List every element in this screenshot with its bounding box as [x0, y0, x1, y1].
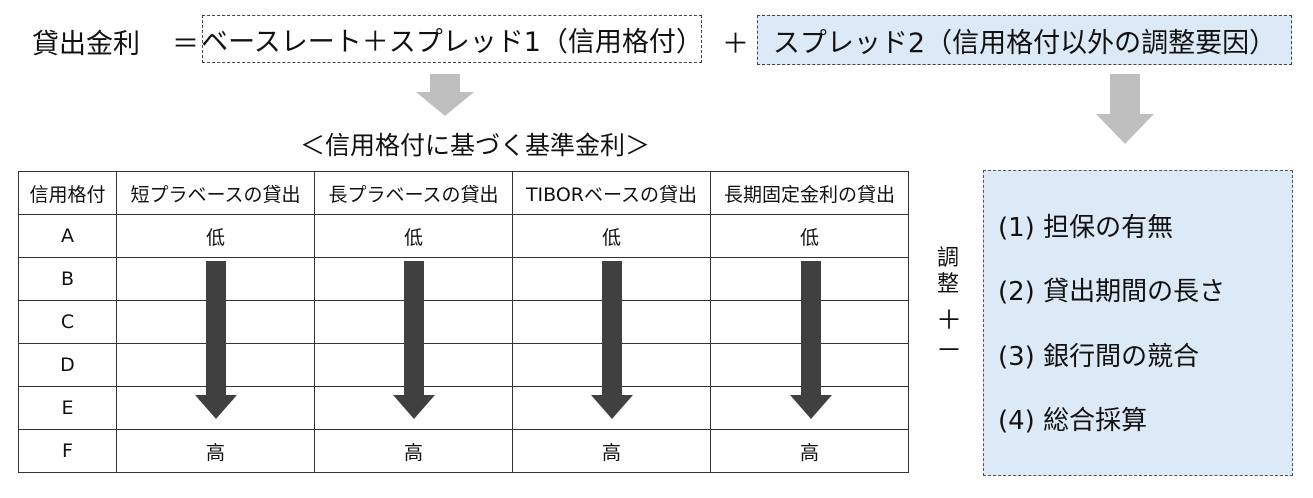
low-label: 低 [116, 214, 315, 258]
dark-down-arrow-short-prime [195, 261, 237, 419]
factor-overall-profitability: (4) 総合採算 [998, 406, 1148, 436]
base-rate-table: 信用格付 短プラベースの貸出 長プラベースの貸出 TIBORベースの貸出 長期固… [18, 171, 909, 473]
table-row: D [18, 343, 909, 387]
adjust-sign: ＋ － [936, 306, 963, 366]
adjustment-factors-box: (1) 担保の有無 (2) 貸出期間の長さ (3) 銀行間の競合 (4) 総合採… [983, 170, 1293, 476]
low-label: 低 [512, 214, 711, 258]
factor-loan-term: (2) 貸出期間の長さ [998, 277, 1226, 307]
table-row: A 低 低 低 低 [18, 214, 909, 258]
adjust-label: 調 整 [935, 246, 961, 298]
high-label: 高 [314, 429, 513, 473]
dark-down-arrow-tibor [591, 261, 633, 419]
header-tibor: TIBORベースの貸出 [512, 171, 711, 215]
formula-term-spread2-label: スプレッド2（信用格付以外の調整要因） [772, 27, 1277, 59]
formula-plus: ＋ [722, 29, 749, 60]
adjust-label-char-2: 整 [936, 272, 959, 297]
gray-down-arrow-right [1096, 74, 1154, 144]
formula-equals: ＝ [172, 29, 199, 60]
dark-down-arrow-long-fixed [790, 261, 832, 419]
adjust-label-char-1: 調 [936, 246, 959, 271]
table-row: C [18, 300, 909, 344]
table-row: B [18, 257, 909, 301]
dark-down-arrow-long-prime [393, 261, 435, 419]
formula-term-base-spread1-label: ベースレート＋スプレッド1（信用格付） [201, 26, 703, 58]
header-long-fixed: 長期固定金利の貸出 [710, 171, 909, 215]
header-long-prime: 長プラベースの貸出 [314, 171, 513, 215]
grade-cell: C [18, 300, 117, 344]
table-header-row: 信用格付 短プラベースの貸出 長プラベースの貸出 TIBORベースの貸出 長期固… [18, 171, 909, 215]
table-title: ＜信用格付に基づく基準金利＞ [300, 131, 651, 160]
header-short-prime: 短プラベースの貸出 [116, 171, 315, 215]
header-grade: 信用格付 [18, 171, 117, 215]
grade-cell: D [18, 343, 117, 387]
high-label: 高 [116, 429, 315, 473]
high-label: 高 [710, 429, 909, 473]
low-label: 低 [710, 214, 909, 258]
grade-cell: A [18, 214, 117, 258]
low-label: 低 [314, 214, 513, 258]
grade-cell: F [18, 429, 117, 473]
gray-down-arrow-left [416, 74, 474, 116]
adjust-plus: ＋ [936, 306, 963, 336]
table-row: F 高 高 高 高 [18, 429, 909, 473]
formula-term-base-spread1: ベースレート＋スプレッド1（信用格付） [201, 15, 703, 63]
factor-bank-competition: (3) 銀行間の競合 [998, 342, 1200, 372]
high-label: 高 [512, 429, 711, 473]
formula-lhs: 貸出金利 [32, 29, 140, 60]
table-row: E [18, 386, 909, 430]
adjust-minus: － [936, 336, 963, 366]
formula-term-spread2: スプレッド2（信用格付以外の調整要因） [757, 15, 1292, 65]
grade-cell: E [18, 386, 117, 430]
factor-collateral: (1) 担保の有無 [998, 213, 1174, 243]
grade-cell: B [18, 257, 117, 301]
